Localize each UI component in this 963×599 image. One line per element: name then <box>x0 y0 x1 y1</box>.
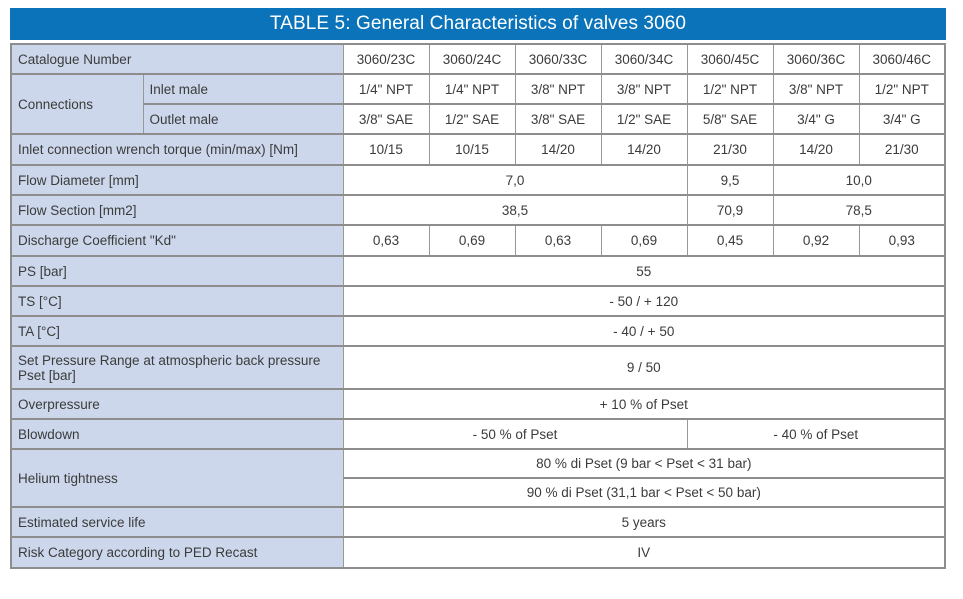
cell-kd-4: 0,69 <box>600 224 688 257</box>
row-wrench-torque: Inlet connection wrench torque (min/max)… <box>10 133 946 166</box>
row-catalogue-number: Catalogue Number 3060/23C 3060/24C 3060/… <box>10 43 946 75</box>
cell-ps: 55 <box>342 255 946 287</box>
row-label-flow-section: Flow Section [mm2] <box>10 194 344 226</box>
cell-torque-4: 14/20 <box>600 133 688 166</box>
row-discharge-coefficient: Discharge Coefficient "Kd" 0,63 0,69 0,6… <box>10 224 946 257</box>
cell-blowdown-b: - 40 % of Pset <box>686 418 946 450</box>
cell-torque-7: 21/30 <box>858 133 946 166</box>
cell-blowdown-a: - 50 % of Pset <box>342 418 688 450</box>
cell-inlet-7: 1/2" NPT <box>858 73 946 105</box>
cell-outlet-3: 3/8" SAE <box>514 103 602 135</box>
cell-inlet-4: 3/8" NPT <box>600 73 688 105</box>
row-connections-inlet: Connections Inlet male 1/4" NPT 1/4" NPT… <box>10 73 946 135</box>
cell-kd-6: 0,92 <box>772 224 860 257</box>
row-label-catalogue-number: Catalogue Number <box>10 43 344 75</box>
row-label-helium-tightness: Helium tightness <box>10 448 344 508</box>
cell-catalogue-4: 3060/34C <box>600 43 688 75</box>
row-label-connections: Connections <box>10 73 144 135</box>
row-flow-section: Flow Section [mm2] 38,5 70,9 78,5 <box>10 194 946 226</box>
cell-outlet-5: 5/8" SAE <box>686 103 774 135</box>
cell-inlet-5: 1/2" NPT <box>686 73 774 105</box>
cell-torque-6: 14/20 <box>772 133 860 166</box>
row-helium-tightness-1: Helium tightness 80 % di Pset (9 bar < P… <box>10 448 946 508</box>
cell-overpressure: + 10 % of Pset <box>342 388 946 420</box>
cell-kd-3: 0,63 <box>514 224 602 257</box>
row-label-outlet-male: Outlet male <box>142 103 344 135</box>
cell-flow-section-c: 78,5 <box>772 194 946 226</box>
cell-torque-2: 10/15 <box>428 133 516 166</box>
row-label-inlet-male: Inlet male <box>142 73 344 105</box>
row-blowdown: Blowdown - 50 % of Pset - 40 % of Pset <box>10 418 946 450</box>
row-label-flow-diameter: Flow Diameter [mm] <box>10 164 344 196</box>
row-label-overpressure: Overpressure <box>10 388 344 420</box>
cell-flow-diameter-a: 7,0 <box>342 164 688 196</box>
cell-torque-1: 10/15 <box>342 133 430 166</box>
row-ps: PS [bar] 55 <box>10 255 946 287</box>
cell-outlet-2: 1/2" SAE <box>428 103 516 135</box>
row-label-set-pressure-range: Set Pressure Range at atmospheric back p… <box>10 345 344 390</box>
cell-outlet-1: 3/8" SAE <box>342 103 430 135</box>
row-label-risk-category: Risk Category according to PED Recast <box>10 536 344 569</box>
cell-outlet-6: 3/4" G <box>772 103 860 135</box>
cell-flow-diameter-b: 9,5 <box>686 164 774 196</box>
cell-kd-1: 0,63 <box>342 224 430 257</box>
cell-flow-section-b: 70,9 <box>686 194 774 226</box>
valve-characteristics-table: Catalogue Number 3060/23C 3060/24C 3060/… <box>10 43 947 569</box>
cell-ts: - 50 / + 120 <box>342 285 946 317</box>
cell-inlet-1: 1/4" NPT <box>342 73 430 105</box>
cell-outlet-7: 3/4" G <box>858 103 946 135</box>
cell-kd-2: 0,69 <box>428 224 516 257</box>
row-set-pressure-range: Set Pressure Range at atmospheric back p… <box>10 345 946 390</box>
cell-kd-7: 0,93 <box>858 224 946 257</box>
cell-catalogue-6: 3060/36C <box>772 43 860 75</box>
table-title-bar: TABLE 5: General Characteristics of valv… <box>10 8 946 40</box>
cell-kd-5: 0,45 <box>686 224 774 257</box>
table-5-general-characteristics: TABLE 5: General Characteristics of valv… <box>10 8 947 569</box>
cell-set-pressure-range: 9 / 50 <box>342 345 946 390</box>
cell-risk-category: IV <box>342 536 946 569</box>
cell-torque-5: 21/30 <box>686 133 774 166</box>
cell-flow-diameter-c: 10,0 <box>772 164 946 196</box>
cell-torque-3: 14/20 <box>514 133 602 166</box>
row-label-ps: PS [bar] <box>10 255 344 287</box>
row-connections-outlet: Outlet male 3/8" SAE 1/2" SAE 3/8" SAE 1… <box>11 103 946 135</box>
cell-inlet-6: 3/8" NPT <box>772 73 860 105</box>
cell-catalogue-7: 3060/46C <box>858 43 946 75</box>
row-flow-diameter: Flow Diameter [mm] 7,0 9,5 10,0 <box>10 164 946 196</box>
row-label-discharge-coefficient: Discharge Coefficient "Kd" <box>10 224 344 257</box>
row-ta: TA [°C] - 40 / + 50 <box>10 315 946 347</box>
row-service-life: Estimated service life 5 years <box>10 506 946 538</box>
cell-catalogue-1: 3060/23C <box>342 43 430 75</box>
row-label-service-life: Estimated service life <box>10 506 344 538</box>
row-label-ts: TS [°C] <box>10 285 344 317</box>
row-overpressure: Overpressure + 10 % of Pset <box>10 388 946 420</box>
cell-catalogue-5: 3060/45C <box>686 43 774 75</box>
row-risk-category: Risk Category according to PED Recast IV <box>10 536 946 569</box>
row-label-blowdown: Blowdown <box>10 418 344 450</box>
cell-outlet-4: 1/2" SAE <box>600 103 688 135</box>
cell-helium-80: 80 % di Pset (9 bar < Pset < 31 bar) <box>342 448 946 479</box>
cell-catalogue-3: 3060/33C <box>514 43 602 75</box>
cell-inlet-2: 1/4" NPT <box>428 73 516 105</box>
cell-flow-section-a: 38,5 <box>342 194 688 226</box>
row-label-wrench-torque: Inlet connection wrench torque (min/max)… <box>10 133 344 166</box>
row-label-ta: TA [°C] <box>10 315 344 347</box>
cell-ta: - 40 / + 50 <box>342 315 946 347</box>
cell-catalogue-2: 3060/24C <box>428 43 516 75</box>
row-ts: TS [°C] - 50 / + 120 <box>10 285 946 317</box>
cell-inlet-3: 3/8" NPT <box>514 73 602 105</box>
cell-service-life: 5 years <box>342 506 946 538</box>
cell-helium-90: 90 % di Pset (31,1 bar < Pset < 50 bar) <box>342 477 946 508</box>
table-title: TABLE 5: General Characteristics of valv… <box>269 13 687 34</box>
row-helium-tightness-2: 90 % di Pset (31,1 bar < Pset < 50 bar) <box>11 477 946 508</box>
